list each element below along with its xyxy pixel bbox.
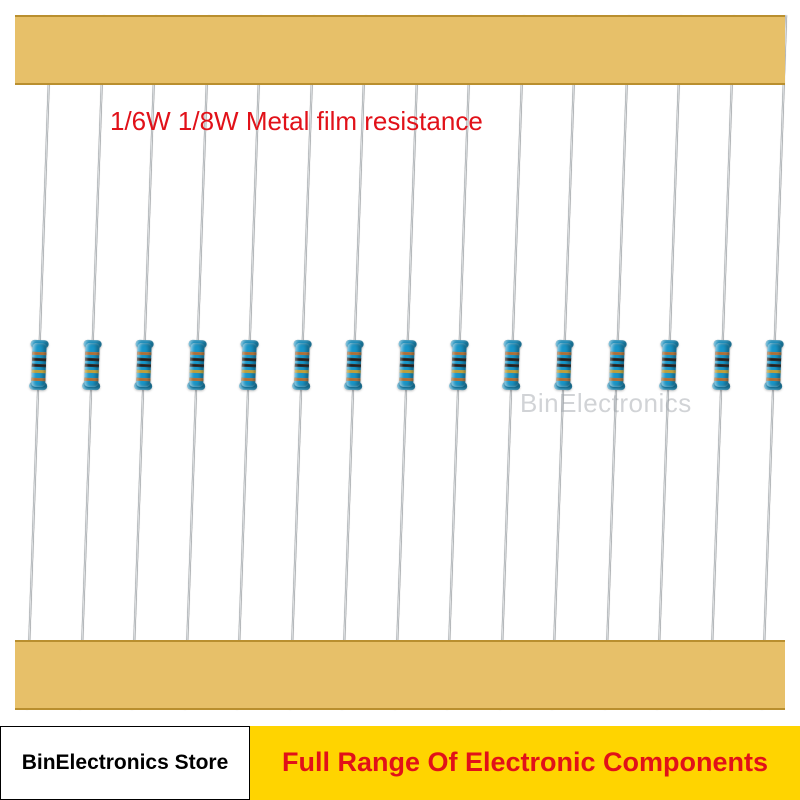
watermark-text: BinElectronics — [520, 388, 692, 419]
resistor-item — [20, 15, 58, 710]
tape-bottom — [15, 640, 785, 710]
resistor-item — [545, 15, 583, 710]
store-name: BinElectronics Store — [0, 726, 250, 800]
resistor-item — [72, 15, 110, 710]
resistor-item — [492, 15, 530, 710]
resistor-item — [597, 15, 635, 710]
product-title: 1/6W 1/8W Metal film resistance — [110, 106, 483, 137]
resistor-item — [755, 15, 793, 710]
resistor-item — [650, 15, 688, 710]
footer-tagline: Full Range Of Electronic Components — [250, 726, 800, 800]
product-image: 1/6W 1/8W Metal film resistance BinElect… — [0, 0, 800, 800]
resistor-item — [702, 15, 740, 710]
tape-top — [15, 15, 785, 85]
footer-bar: BinElectronics Store Full Range Of Elect… — [0, 726, 800, 800]
